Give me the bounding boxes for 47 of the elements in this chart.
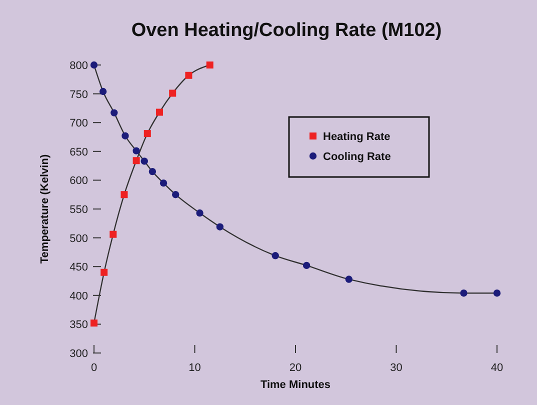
legend-label: Cooling Rate	[323, 151, 391, 163]
point	[216, 223, 224, 230]
y-tick-label: 450	[70, 262, 88, 274]
point	[148, 168, 156, 176]
y-tick-label: 400	[70, 290, 88, 302]
point	[185, 72, 192, 79]
x-tick-label: 20	[289, 362, 302, 374]
point	[110, 230, 117, 238]
point	[122, 132, 129, 140]
y-tick-label: 300	[70, 348, 88, 360]
point	[132, 147, 140, 154]
point	[493, 289, 501, 297]
x-axis-title: Time Minutes	[260, 379, 331, 391]
legend-label: Heating Rate	[323, 131, 390, 143]
point	[172, 191, 180, 198]
x-tick-label: 30	[390, 362, 402, 374]
point	[100, 268, 108, 276]
y-tick-label: 350	[70, 319, 88, 332]
y-tick-label: 550	[70, 204, 88, 216]
y-tick-label: 750	[70, 88, 88, 101]
point	[460, 289, 468, 297]
chart-title: Oven Heating/Cooling Rate (M102)	[131, 20, 442, 41]
point	[144, 130, 151, 138]
point	[156, 108, 163, 116]
point	[90, 61, 98, 69]
x-tick-label: 40	[490, 362, 504, 374]
point	[120, 191, 128, 198]
y-tick-label: 800	[70, 60, 88, 72]
point	[272, 252, 279, 260]
point	[169, 90, 176, 97]
point	[196, 209, 204, 217]
point	[110, 109, 118, 116]
y-tick-label: 500	[70, 232, 88, 245]
y-tick-label: 600	[70, 175, 88, 188]
x-tick-label: 10	[188, 362, 201, 374]
point	[132, 157, 140, 164]
x-tick-label: 0	[90, 362, 98, 374]
point	[140, 158, 148, 165]
point	[206, 62, 214, 68]
y-tick-label: 700	[70, 118, 88, 130]
y-axis-title: Temperature (Kelvin)	[39, 154, 51, 264]
point	[302, 262, 310, 270]
point	[99, 88, 107, 96]
point	[90, 320, 98, 327]
point	[345, 276, 352, 283]
y-tick-label: 650	[70, 146, 88, 158]
point	[160, 179, 168, 187]
